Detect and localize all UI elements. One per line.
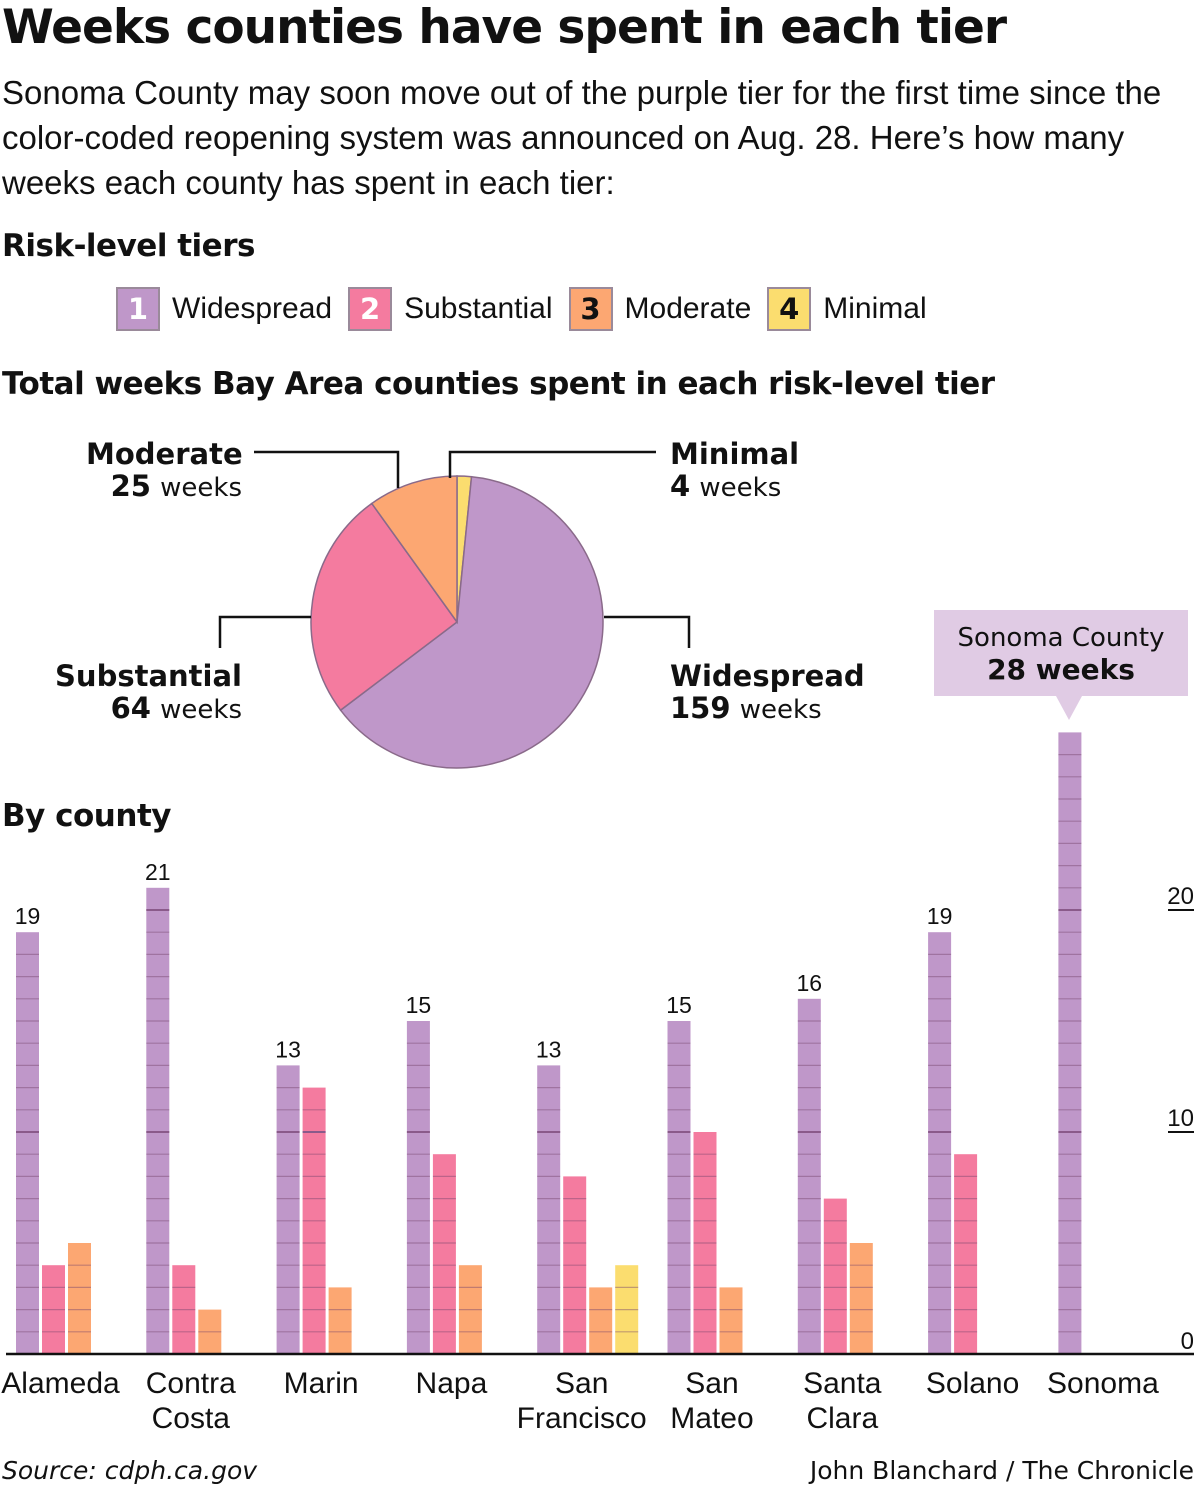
bar-substantial: [954, 1154, 978, 1354]
bar-substantial: [302, 1087, 326, 1354]
category-label: San: [555, 1367, 608, 1400]
legend-swatch-minimal: 4: [767, 287, 812, 331]
legend-swatch-moderate: 3: [568, 287, 613, 331]
legend-heading: Risk-level tiers: [2, 228, 255, 264]
sonoma-callout: Sonoma County 28 weeks: [934, 610, 1188, 696]
legend-item-minimal: 4 Minimal: [767, 287, 927, 331]
legend-label-minimal: Minimal: [823, 292, 927, 325]
bar-value-label: 13: [275, 1036, 301, 1062]
chart-subtitle: Sonoma County may soon move out of the p…: [2, 74, 1162, 201]
bar-substantial: [693, 1132, 717, 1354]
y-tick-label: 10: [1167, 1105, 1194, 1132]
pie-label-widespread-value: 159: [670, 691, 731, 725]
pie-label-substantial-name: Substantial: [55, 659, 242, 693]
pie-label-minimal: Minimal 4 weeks: [670, 438, 799, 504]
bar-value-label: 21: [145, 859, 171, 885]
bar-widespread: [276, 1065, 300, 1354]
sonoma-callout-pointer: [1056, 696, 1082, 720]
legend: 1 Widespread 2 Substantial 3 Moderate 4 …: [116, 284, 943, 334]
legend-item-widespread: 1 Widespread: [116, 287, 332, 331]
bar-moderate: [589, 1287, 613, 1354]
leader-line-widespread: [604, 615, 691, 648]
legend-label-moderate: Moderate: [624, 292, 752, 325]
legend-item-substantial: 2 Substantial: [348, 287, 553, 331]
sonoma-callout-name: Sonoma County: [957, 623, 1165, 653]
category-label: San: [685, 1367, 738, 1400]
bar-value-label: 19: [15, 903, 41, 929]
bar-value-label: 15: [666, 992, 692, 1018]
bar-widespread: [537, 1065, 561, 1354]
y-tick-label: 0: [1181, 1328, 1194, 1355]
bar-substantial: [432, 1154, 456, 1354]
legend-label-substantial: Substantial: [404, 292, 553, 325]
bar-substantial: [172, 1265, 196, 1354]
legend-swatch-substantial: 2: [348, 287, 393, 331]
bar-moderate: [849, 1243, 873, 1354]
leader-line-minimal: [448, 450, 656, 478]
bar-value-label: 19: [927, 903, 953, 929]
bar-widespread: [146, 887, 170, 1354]
pie-slice-substantial: [310, 502, 459, 712]
credit-note: John Blanchard / The Chronicle: [809, 1456, 1194, 1485]
category-label: Mateo: [670, 1402, 753, 1435]
bar-moderate: [68, 1243, 91, 1354]
pie-slice-moderate: [370, 475, 458, 625]
chart-title: Weeks counties have spent in each tier: [2, 0, 1007, 55]
category-label: Contra: [146, 1367, 236, 1400]
category-label: Santa: [803, 1367, 882, 1400]
leader-line-moderate: [254, 450, 400, 488]
bar-moderate: [198, 1309, 222, 1354]
pie-label-moderate-name: Moderate: [86, 437, 243, 471]
bar-widespread: [797, 998, 821, 1354]
pie-label-widespread-unit: weeks: [739, 695, 822, 725]
category-label: Solano: [926, 1367, 1019, 1400]
bar-substantial: [563, 1176, 587, 1354]
legend-label-widespread: Widespread: [172, 292, 333, 325]
bar-substantial: [823, 1198, 847, 1354]
pie-label-widespread: Widespread 159 weeks: [670, 660, 865, 726]
bar-value-label: 15: [406, 992, 432, 1018]
bar-value-label: 16: [797, 970, 823, 996]
pie-label-substantial: Substantial 64 weeks: [40, 660, 242, 726]
pie-label-substantial-unit: weeks: [160, 695, 242, 725]
leader-line-substantial: [218, 615, 311, 648]
pie-label-minimal-unit: weeks: [699, 473, 782, 503]
source-note: Source: cdph.ca.gov: [2, 1456, 258, 1485]
legend-item-moderate: 3 Moderate: [568, 287, 752, 331]
bar-heading: By county: [2, 798, 171, 834]
category-label: Alameda: [1, 1367, 120, 1400]
category-label: Napa: [416, 1367, 488, 1400]
pie-chart: [218, 450, 691, 769]
bar-moderate: [719, 1287, 743, 1354]
bar-widespread: [406, 1021, 430, 1354]
bar-minimal: [615, 1265, 639, 1354]
pie-slice-widespread: [339, 475, 604, 769]
pie-label-moderate-value: 25: [110, 469, 151, 503]
pie-heading: Total weeks Bay Area counties spent in e…: [2, 366, 995, 402]
bar-moderate: [458, 1265, 482, 1354]
bar-widespread: [928, 932, 952, 1354]
category-label: Costa: [152, 1402, 231, 1435]
bar-widespread: [1058, 732, 1082, 1354]
sonoma-callout-weeks: 28 weeks: [987, 653, 1135, 686]
category-label: Francisco: [517, 1402, 647, 1435]
bar-widespread: [16, 932, 39, 1354]
legend-swatch-widespread: 1: [116, 287, 160, 331]
pie-label-moderate: Moderate 25 weeks: [86, 437, 243, 504]
bar-moderate: [328, 1287, 352, 1354]
category-label: Sonoma: [1047, 1367, 1159, 1400]
pie-label-minimal-name: Minimal: [670, 437, 800, 471]
bar-widespread: [667, 1021, 691, 1354]
category-label: Marin: [284, 1367, 359, 1400]
bar-substantial: [42, 1265, 65, 1354]
pie-label-widespread-name: Widespread: [670, 659, 865, 693]
pie-label-minimal-value: 4: [670, 469, 691, 503]
pie-label-substantial-value: 64: [110, 691, 151, 725]
pie-label-moderate-unit: weeks: [160, 473, 242, 503]
category-label: Clara: [806, 1402, 878, 1435]
y-tick-label: 20: [1167, 883, 1194, 910]
bar-value-label: 13: [536, 1036, 562, 1062]
